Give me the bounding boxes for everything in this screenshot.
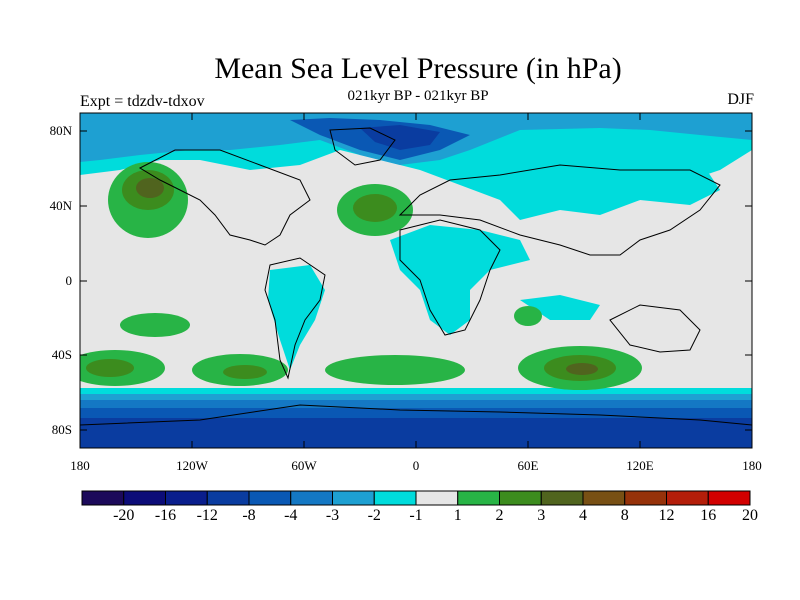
colorbar-swatch <box>123 490 166 506</box>
colorbar-swatch <box>81 490 125 506</box>
colorbar-tick-label: -4 <box>284 507 298 524</box>
colorbar-swatch <box>415 490 459 506</box>
colorbar-tick-label: 12 <box>658 507 675 524</box>
colorbar-tick-label: -8 <box>242 507 256 524</box>
coastlines <box>80 127 752 426</box>
colorbar-swatch <box>582 490 626 506</box>
high-south-atlantic-2 <box>325 355 465 385</box>
colorbar-swatch <box>624 490 667 506</box>
colorbar-tick-label: -20 <box>113 507 135 524</box>
colorbar-tick-label: -12 <box>196 507 218 524</box>
lat-label-80n: 80N <box>49 123 72 138</box>
lon-label-0: 0 <box>412 458 420 473</box>
lat-label-40n: 40N <box>49 198 72 213</box>
high-north-pacific-4 <box>136 178 164 198</box>
colorbar-tick-label: 2 <box>495 507 504 524</box>
colorbar-swatch <box>499 490 542 506</box>
colorbar-swatch <box>290 490 333 506</box>
lon-label-60w: 60W <box>291 458 317 473</box>
lon-label-60e: 60E <box>517 458 539 473</box>
colorbar-tick-label: -1 <box>409 507 423 524</box>
colorbar-swatch <box>248 490 292 506</box>
colorbar-tick-label: 1 <box>453 507 462 524</box>
lon-label-180e: 180 <box>742 458 762 473</box>
axis-ticks <box>80 113 752 448</box>
colorbar-tick-label: 3 <box>537 507 546 524</box>
colorbar-tick-label: -2 <box>367 507 381 524</box>
lat-label-40s: 40S <box>51 347 72 362</box>
colorbar-tick-label: 8 <box>620 507 629 524</box>
colorbar-swatch <box>165 490 208 506</box>
colorbar-swatch <box>540 490 584 506</box>
high-south-indian-4 <box>566 363 598 375</box>
region-africa-minus1 <box>390 225 530 335</box>
region-indian-minus1 <box>520 295 600 320</box>
colorbar-tick-label: -16 <box>154 507 177 524</box>
region-arctic-minus8 <box>360 125 440 150</box>
colorbar-tick-label: 4 <box>579 507 587 524</box>
colorbar-tick-label: 20 <box>742 507 758 524</box>
season-label: DJF <box>727 91 754 108</box>
high-south-pacific-east-3 <box>223 365 267 379</box>
colorbar-swatch <box>707 490 751 506</box>
region-south-america-minus1 <box>268 265 325 370</box>
colorbar-swatch <box>373 490 417 506</box>
lon-label-120w: 120W <box>176 458 208 473</box>
high-madagascar-2 <box>514 306 542 326</box>
colorbar-swatch <box>332 490 375 506</box>
lat-label-80s: 80S <box>51 422 72 437</box>
lon-label-180w: 180 <box>70 458 90 473</box>
high-south-pacific-west-3 <box>86 359 134 377</box>
colorbar-tick-label: -3 <box>325 507 340 524</box>
lat-label-0: 0 <box>65 273 73 288</box>
high-south-pacific-2 <box>120 313 190 337</box>
map-field <box>80 113 752 448</box>
colorbar <box>81 490 751 506</box>
lon-label-120e: 120E <box>626 458 654 473</box>
experiment-label: Expt = tdzdv-tdxov <box>80 93 205 110</box>
colorbar-tick-label: 16 <box>700 507 717 524</box>
map-subtitle: 021kyr BP - 021kyr BP <box>347 88 489 104</box>
colorbar-swatch <box>666 490 709 506</box>
colorbar-swatch <box>457 490 500 506</box>
colorbar-swatch <box>206 490 250 506</box>
high-azores-3 <box>353 194 397 222</box>
map-title: Mean Sea Level Pressure (in hPa) <box>214 52 622 85</box>
